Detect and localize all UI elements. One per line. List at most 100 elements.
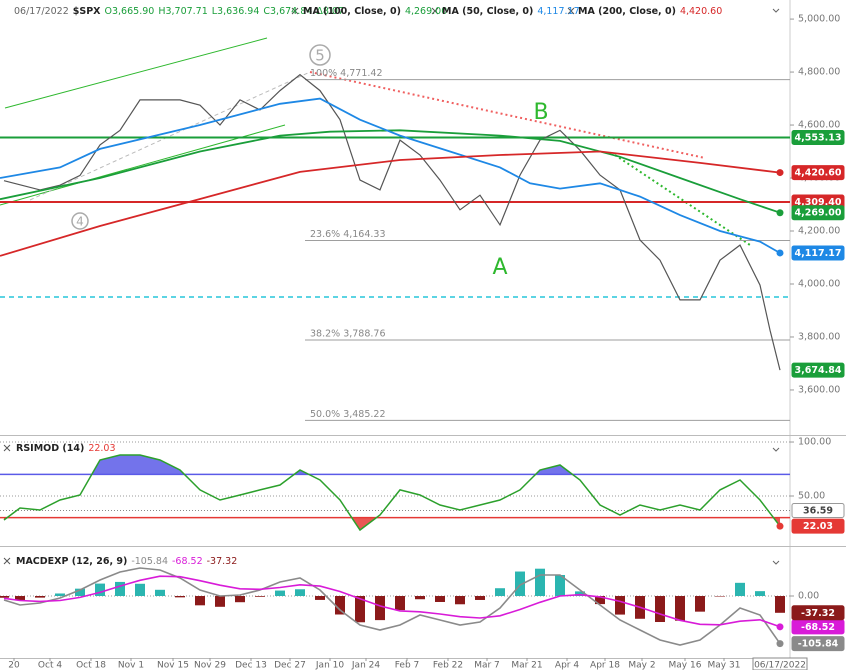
annotation: 4: [76, 215, 84, 229]
legend-value: -37.32: [207, 556, 238, 567]
price-tag: [791, 518, 845, 534]
annotation: B: [533, 100, 548, 125]
price-tag: [791, 245, 845, 261]
price-tag: [791, 605, 845, 621]
header-item: C3,674.84: [263, 6, 312, 17]
macd-line: [3, 575, 781, 628]
x-tick-label: Dec 27: [274, 661, 306, 670]
y-tick-label: 4,000.00: [798, 278, 840, 289]
price-tag: [791, 502, 845, 518]
histogram-bar: [655, 596, 665, 623]
header-item: 06/17/2022: [14, 6, 69, 17]
histogram-bar: [315, 596, 325, 600]
legend-name: RSIMOD (14): [16, 443, 84, 454]
price-tag-label: 4,269.00: [795, 208, 842, 219]
annotation-circle: [71, 212, 89, 230]
x-tick-label: Apr 18: [590, 661, 620, 670]
moving-average: [0, 150, 781, 257]
trend-line: [4, 37, 268, 109]
histogram-bar: [95, 583, 105, 597]
trend-line: [614, 154, 751, 246]
price-tag: [791, 636, 845, 652]
histogram-bar: [295, 589, 305, 597]
histogram-bar: [735, 582, 745, 597]
price-tag-label: 4,420.60: [795, 168, 842, 179]
histogram-bar: [115, 581, 125, 597]
annotation: 5: [315, 47, 325, 65]
histogram-bar: [55, 593, 65, 597]
price-tag-label: -105.84: [798, 639, 839, 650]
price-tag: [791, 205, 845, 221]
close-icon[interactable]: [3, 7, 575, 565]
x-tick-label: Oct 4: [38, 661, 62, 670]
legend: MA (100, Close, 0) 4,269.00: [303, 6, 447, 17]
histogram-bar: [695, 596, 705, 612]
x-tick-label: May 16: [669, 661, 702, 670]
legend: MA (50, Close, 0) 4,117.17: [442, 6, 580, 17]
price-tag-label: 4,553.13: [795, 132, 842, 143]
header-item: H3,707.71: [158, 6, 207, 17]
x-tick-label: Dec 13: [235, 661, 267, 670]
legend-value: -68.52: [172, 556, 203, 567]
histogram-bar: [355, 596, 365, 623]
fib-label: 50.0% 3,485.22: [310, 409, 386, 420]
x-tick-label: Nov 15: [157, 661, 189, 670]
legend-value: 4,420.60: [680, 6, 722, 17]
x-tick-label: Nov 1: [118, 661, 144, 670]
x-tick-label: Mar 21: [511, 661, 542, 670]
x-tick-label: Jan 10: [315, 661, 344, 670]
price-tag-label: 22.03: [803, 521, 833, 532]
histogram-bar: [575, 591, 585, 597]
legend: 06/17/2022 $SPX O3,665.90 H3,707.71 L3,636.9…: [14, 6, 344, 17]
legend-value: -105.84: [131, 556, 168, 567]
price-tag-label: 4,309.40: [795, 197, 842, 208]
legend-name: MACDEXP (12, 26, 9): [16, 556, 127, 567]
price-tag-label: -68.52: [801, 622, 835, 633]
y-tick-label: 4,800.00: [798, 67, 840, 78]
x-tick-label: Jan 24: [351, 661, 380, 670]
header-item: $SPX: [73, 6, 101, 17]
x-tick-label: Mar 7: [474, 661, 500, 670]
histogram-bar: [615, 596, 625, 615]
histogram-bar: [335, 596, 345, 615]
histogram-bar: [15, 596, 25, 601]
x-tick-label: Oct 18: [76, 661, 106, 670]
legend-name: MA (200, Close, 0): [578, 6, 676, 17]
y-tick-label: 50.00: [798, 490, 825, 501]
histogram-bar: [375, 596, 385, 621]
collapse-icon[interactable]: [772, 8, 780, 565]
histogram-bar: [395, 596, 405, 611]
x-tick-label: May 31: [708, 661, 741, 670]
histogram-bar: [75, 588, 85, 597]
annotation: A: [492, 255, 507, 280]
last-point: [776, 623, 784, 631]
histogram-bar: [215, 596, 225, 607]
last-point: [776, 522, 784, 530]
last-point: [776, 209, 784, 217]
histogram-bar: [475, 596, 485, 600]
x-tick-label: 20: [8, 661, 20, 670]
last-point: [776, 249, 784, 257]
y-tick-label: 4,200.00: [798, 226, 840, 237]
histogram-bar: [755, 591, 765, 597]
legend: MACDEXP (12, 26, 9) -105.84 -68.52 -37.32: [16, 556, 237, 567]
price-tag: [791, 129, 845, 145]
header-item: L3,636.94: [212, 6, 260, 17]
histogram-bar: [0, 596, 9, 598]
histogram-bar: [415, 596, 425, 600]
x-tick-label: Apr 4: [555, 661, 579, 670]
trend-line: [309, 71, 706, 159]
price-line: [3, 73, 781, 371]
y-tick-label: 4,600.00: [798, 120, 840, 131]
legend: RSIMOD (14) 22.03: [16, 443, 116, 454]
moving-average: [0, 97, 781, 254]
histogram-bar: [195, 596, 205, 606]
price-tag-label: 3,674.84: [795, 365, 842, 376]
histogram-bar: [155, 589, 165, 597]
legend-name: MA (50, Close, 0): [442, 6, 533, 17]
price-tag-label: 4,117.17: [795, 248, 842, 259]
histogram-bar: [535, 568, 545, 597]
legend-value: 4,117.17: [537, 6, 579, 17]
